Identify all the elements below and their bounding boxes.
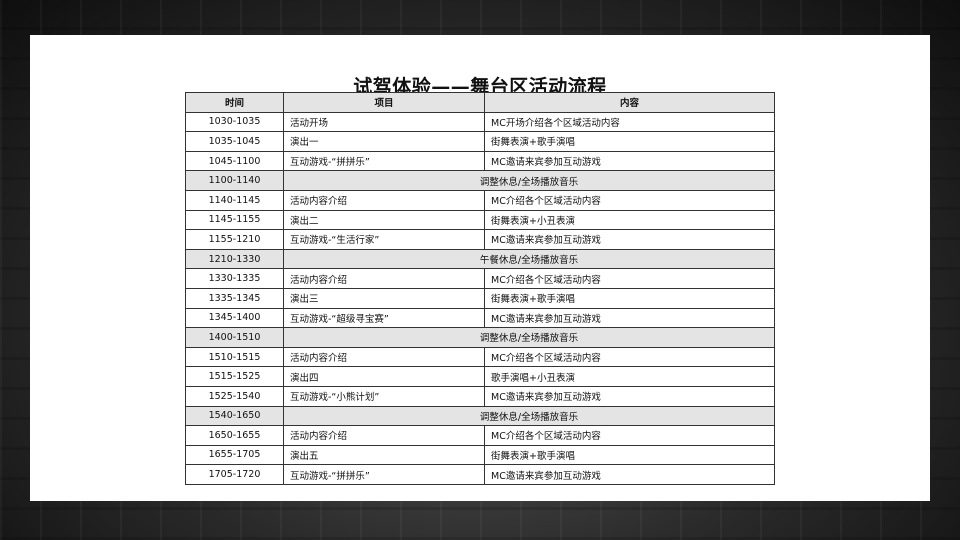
cell-content: MC邀请来宾参加互动游戏	[484, 307, 775, 329]
cell-time: 1155-1210	[185, 229, 284, 250]
cell-time: 1035-1045	[185, 131, 284, 152]
cell-time: 1145-1155	[185, 209, 284, 231]
cell-break-note: 午餐休息/全场播放音乐	[283, 248, 775, 270]
cell-item: 演出四	[283, 366, 485, 387]
cell-time: 1210-1330	[185, 248, 284, 270]
cell-time: 1650-1655	[185, 425, 284, 446]
table-row-break: 1400-1510 调整休息/全场播放音乐	[185, 327, 775, 348]
table-row: 1655-1705 演出五 街舞表演+歌手演唱	[185, 444, 775, 466]
table-row: 1705-1720 互动游戏-“拼拼乐” MC邀请来宾参加互动游戏	[185, 464, 775, 485]
table-row-break: 1540-1650 调整休息/全场播放音乐	[185, 405, 775, 427]
cell-time: 1705-1720	[185, 464, 284, 485]
table-row-break: 1100-1140 调整休息/全场播放音乐	[185, 170, 775, 191]
header-content: 内容	[484, 92, 775, 113]
cell-time: 1330-1335	[185, 268, 284, 289]
cell-time: 1140-1145	[185, 189, 284, 211]
cell-item: 演出五	[283, 444, 485, 466]
cell-time: 1030-1035	[185, 111, 284, 133]
table-row: 1335-1345 演出三 街舞表演+歌手演唱	[185, 287, 775, 309]
cell-item: 演出三	[283, 287, 485, 309]
cell-time: 1515-1525	[185, 366, 284, 387]
cell-content: 街舞表演+小丑表演	[484, 209, 775, 231]
cell-content: 街舞表演+歌手演唱	[484, 131, 775, 152]
cell-content: MC邀请来宾参加互动游戏	[484, 150, 775, 172]
table-row: 1345-1400 互动游戏-“超级寻宝赛” MC邀请来宾参加互动游戏	[185, 307, 775, 329]
table-body: 1030-1035 活动开场 MC开场介绍各个区域活动内容 1035-1045 演出一街…	[185, 111, 775, 485]
cell-content: MC开场介绍各个区域活动内容	[484, 111, 775, 133]
table-row: 1030-1035 活动开场 MC开场介绍各个区域活动内容	[185, 111, 775, 133]
cell-time: 1510-1515	[185, 346, 284, 368]
table-header-row: 时间 项目 内容	[185, 92, 775, 113]
cell-item: 活动开场	[283, 111, 485, 133]
cell-break-note: 调整休息/全场播放音乐	[283, 405, 775, 427]
table-row: 1045-1100 互动游戏-“拼拼乐” MC邀请来宾参加互动游戏	[185, 150, 775, 172]
cell-item: 互动游戏-“小熊计划”	[283, 385, 485, 407]
cell-item: 活动内容介绍	[283, 346, 485, 368]
cell-time: 1655-1705	[185, 444, 284, 466]
cell-time: 1335-1345	[185, 287, 284, 309]
table-row-break: 1210-1330 午餐休息/全场播放音乐	[185, 248, 775, 270]
cell-item: 互动游戏-“生活行家”	[283, 229, 485, 250]
cell-content: 街舞表演+歌手演唱	[484, 287, 775, 309]
table-row: 1155-1210 互动游戏-“生活行家” MC邀请来宾参加互动游戏	[185, 229, 775, 250]
table-row: 1650-1655 活动内容介绍 MC介绍各个区域活动内容	[185, 425, 775, 446]
schedule-table: 时间 项目 内容 1030-1035 活动开场 MC开场介绍各个区域活动内容 1035…	[185, 92, 775, 485]
header-item: 项目	[283, 92, 485, 113]
cell-content: MC介绍各个区域活动内容	[484, 268, 775, 289]
cell-content: 歌手演唱+小丑表演	[484, 366, 775, 387]
cell-item: 演出一	[283, 131, 485, 152]
cell-item: 互动游戏-“拼拼乐”	[283, 150, 485, 172]
cell-content: MC介绍各个区域活动内容	[484, 189, 775, 211]
cell-time: 1400-1510	[185, 327, 284, 348]
cell-item: 活动内容介绍	[283, 189, 485, 211]
table-row: 1035-1045 演出一 街舞表演+歌手演唱	[185, 131, 775, 152]
cell-content: MC介绍各个区域活动内容	[484, 425, 775, 446]
cell-time: 1345-1400	[185, 307, 284, 329]
cell-item: 活动内容介绍	[283, 425, 485, 446]
cell-content: MC邀请来宾参加互动游戏	[484, 385, 775, 407]
cell-time: 1045-1100	[185, 150, 284, 172]
cell-time: 1540-1650	[185, 405, 284, 427]
cell-break-note: 调整休息/全场播放音乐	[283, 327, 775, 348]
table-row: 1140-1145 活动内容介绍 MC介绍各个区域活动内容	[185, 189, 775, 211]
cell-content: 街舞表演+歌手演唱	[484, 444, 775, 466]
cell-item: 互动游戏-“拼拼乐”	[283, 464, 485, 485]
cell-time: 1100-1140	[185, 170, 284, 191]
cell-break-note: 调整休息/全场播放音乐	[283, 170, 775, 191]
table-row: 1525-1540 互动游戏-“小熊计划” MC邀请来宾参加互动游戏	[185, 385, 775, 407]
cell-item: 活动内容介绍	[283, 268, 485, 289]
cell-item: 演出二	[283, 209, 485, 231]
table-row: 1515-1525 演出四 歌手演唱+小丑表演	[185, 366, 775, 387]
table-row: 1510-1515 活动内容介绍 MC介绍各个区域活动内容	[185, 346, 775, 368]
cell-time: 1525-1540	[185, 385, 284, 407]
cell-content: MC邀请来宾参加互动游戏	[484, 229, 775, 250]
table-row: 1330-1335 活动内容介绍 MC介绍各个区域活动内容	[185, 268, 775, 289]
header-time: 时间	[185, 92, 284, 113]
cell-content: MC邀请来宾参加互动游戏	[484, 464, 775, 485]
cell-content: MC介绍各个区域活动内容	[484, 346, 775, 368]
cell-item: 互动游戏-“超级寻宝赛”	[283, 307, 485, 329]
table-row: 1145-1155 演出二 街舞表演+小丑表演	[185, 209, 775, 231]
